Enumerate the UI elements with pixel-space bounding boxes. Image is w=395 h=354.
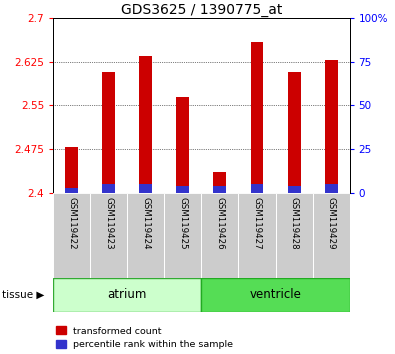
Bar (325, 60, 338, 193)
Bar (139, 184, 152, 193)
Text: GSM119425: GSM119425 (179, 197, 188, 250)
Bar (127, 193, 164, 278)
Bar (177, 97, 190, 193)
Bar (102, 184, 115, 193)
Text: ventricle: ventricle (250, 288, 301, 301)
Bar (239, 193, 276, 278)
Legend: transformed count, percentile rank within the sample: transformed count, percentile rank withi… (56, 326, 233, 349)
Bar (312, 193, 350, 278)
Bar (139, 56, 152, 193)
Text: GSM119422: GSM119422 (67, 197, 76, 250)
Bar (250, 184, 263, 193)
Text: GSM119427: GSM119427 (252, 197, 261, 250)
Bar (276, 193, 312, 278)
Bar (65, 188, 78, 193)
Bar (90, 193, 127, 278)
Bar (201, 193, 239, 278)
Text: atrium: atrium (108, 288, 147, 301)
Text: GSM119428: GSM119428 (290, 197, 299, 250)
Bar (250, 42, 263, 193)
Bar (53, 278, 201, 312)
Title: GDS3625 / 1390775_at: GDS3625 / 1390775_at (121, 3, 282, 17)
Text: tissue ▶: tissue ▶ (2, 290, 44, 300)
Bar (325, 184, 338, 193)
Text: GSM119424: GSM119424 (141, 197, 150, 250)
Bar (213, 172, 226, 193)
Text: GSM119426: GSM119426 (215, 197, 224, 250)
Bar (53, 193, 90, 278)
Bar (201, 278, 350, 312)
Bar (102, 72, 115, 193)
Bar (288, 186, 301, 193)
Text: GSM119429: GSM119429 (327, 197, 336, 250)
Bar (65, 147, 78, 193)
Bar (177, 186, 190, 193)
Text: GSM119423: GSM119423 (104, 197, 113, 250)
Bar (164, 193, 201, 278)
Bar (288, 72, 301, 193)
Bar (213, 186, 226, 193)
